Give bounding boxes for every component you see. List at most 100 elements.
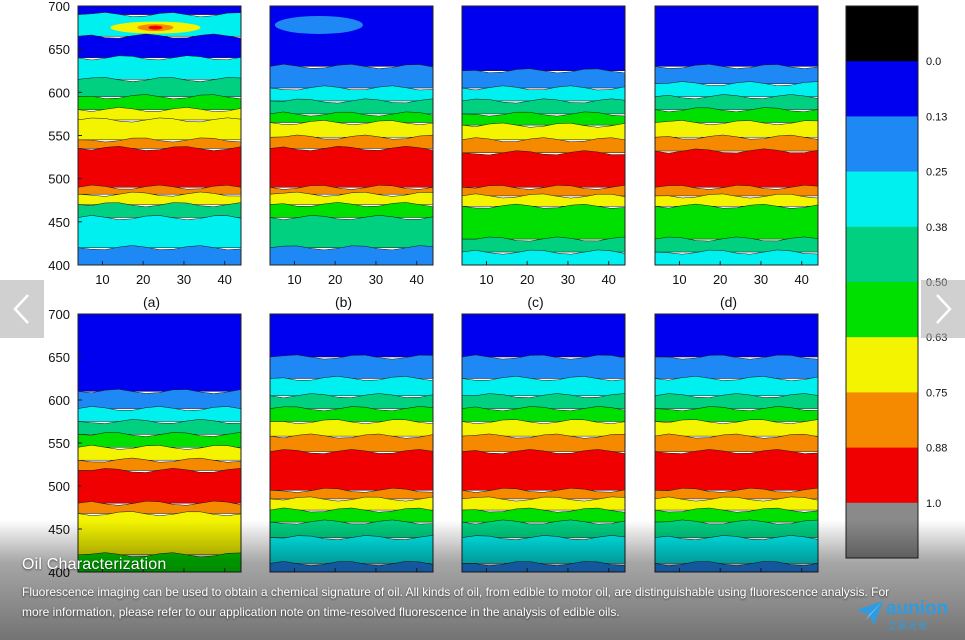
y-tick-label: 450 <box>48 215 70 230</box>
colorbar-label: 0.25 <box>926 167 947 179</box>
contour-band <box>461 5 626 71</box>
contour-band <box>654 236 819 253</box>
contour-band <box>269 120 434 138</box>
contour-band <box>654 94 819 110</box>
contour-band <box>654 376 819 396</box>
x-tick-label: 10 <box>287 272 301 287</box>
contour-band <box>461 111 626 126</box>
contour-band <box>77 419 242 435</box>
contour-band <box>269 507 434 523</box>
contour-band <box>269 496 434 511</box>
contour-band <box>77 146 242 188</box>
x-tick-label: 40 <box>217 272 231 287</box>
colorbar-segment <box>846 226 918 283</box>
brand-logo[interactable]: aunion 艾易光电 <box>856 598 956 632</box>
caption-overlay <box>0 520 965 640</box>
colorbar-label: 0.13 <box>926 111 947 123</box>
contour-hotspot <box>148 25 163 30</box>
x-tick-label: 20 <box>713 272 727 287</box>
contour-band <box>461 419 626 437</box>
contour-band <box>269 449 434 491</box>
contour-band <box>654 419 819 437</box>
contour-band <box>461 150 626 188</box>
y-tick-label: 500 <box>48 479 70 494</box>
caption-title: Oil Characterization <box>22 556 167 573</box>
logo-subtitle: 艾易光电 <box>888 621 929 631</box>
y-tick-label: 600 <box>48 85 70 100</box>
x-tick-label: 10 <box>479 272 493 287</box>
x-tick-label: 30 <box>754 272 768 287</box>
contour-band <box>654 449 819 491</box>
x-tick-label: 30 <box>369 272 383 287</box>
contour-band <box>654 313 819 358</box>
panel-label: (d) <box>720 294 737 310</box>
colorbar-segment <box>846 337 918 393</box>
y-tick-label: 550 <box>48 129 70 144</box>
next-slide-button[interactable] <box>921 280 965 338</box>
contour-band <box>77 313 242 392</box>
panel-label: (c) <box>527 294 543 310</box>
contour-band <box>269 487 434 500</box>
contour-band <box>654 354 819 379</box>
contour-band <box>77 500 242 514</box>
colorbar-segment <box>846 61 918 117</box>
colorbar-label: 0.75 <box>926 387 947 399</box>
contour-band <box>269 406 434 422</box>
contour-band <box>654 5 819 67</box>
colorbar-segment <box>846 282 918 338</box>
contour-band <box>654 107 819 123</box>
y-tick-label: 650 <box>48 350 70 365</box>
colorbar-segment <box>846 6 918 62</box>
contour-band <box>654 507 819 523</box>
contour-band <box>461 68 626 89</box>
chevron-left-icon <box>13 294 29 324</box>
contour-band <box>654 249 819 266</box>
contour-band <box>461 193 626 207</box>
contour-band <box>269 245 434 266</box>
contour-band <box>269 393 434 409</box>
contour-hotspot <box>274 15 363 34</box>
x-tick-label: 10 <box>672 272 686 287</box>
contour-panel: 10 20 30 40 (a) 700 650 600 550 500 450 400 <box>48 0 242 310</box>
contour-band <box>269 313 434 358</box>
contour-band <box>654 64 819 84</box>
panel-frame <box>654 5 819 266</box>
contour-band <box>77 215 242 248</box>
contour-band <box>461 98 626 115</box>
colorbar-segment <box>846 392 918 449</box>
contour-panel: 10 20 30 40 (b) <box>269 5 434 310</box>
colorbar-label: 0.0 <box>926 56 941 68</box>
x-tick-label: 20 <box>520 272 534 287</box>
contour-band <box>461 203 626 240</box>
x-tick-label: 10 <box>95 272 109 287</box>
contour-band <box>269 5 434 67</box>
colorbar-label: 0.38 <box>926 222 947 234</box>
contour-band <box>77 245 242 266</box>
contour-band <box>461 313 626 358</box>
contour-band <box>461 122 626 141</box>
prev-slide-button[interactable] <box>0 280 44 338</box>
contour-band <box>461 354 626 379</box>
panels-group: 10 20 30 40 (a) 700 650 600 550 500 450 400 10 20 30 40… <box>48 0 819 580</box>
colorbar-segment <box>846 171 918 228</box>
contour-band <box>461 487 626 500</box>
y-tick-label: 500 <box>48 172 70 187</box>
contour-band <box>269 111 434 123</box>
panel-frame <box>269 5 434 266</box>
contour-panel: 10 20 30 40 (d) <box>654 5 819 310</box>
caption-description: Fluorescence imaging can be used to obta… <box>22 585 890 619</box>
panel-frame <box>461 5 626 266</box>
contour-band <box>461 376 626 396</box>
panel-label: (b) <box>335 294 352 310</box>
contour-band <box>269 354 434 379</box>
contour-band <box>77 184 242 195</box>
colorbar-label: 1.0 <box>926 498 941 510</box>
contour-band <box>654 203 819 240</box>
contour-band <box>77 457 242 471</box>
contour-band <box>654 148 819 188</box>
contour-band <box>77 55 242 80</box>
contour-band <box>77 389 242 409</box>
contour-band <box>654 193 819 207</box>
contour-band <box>269 191 434 205</box>
